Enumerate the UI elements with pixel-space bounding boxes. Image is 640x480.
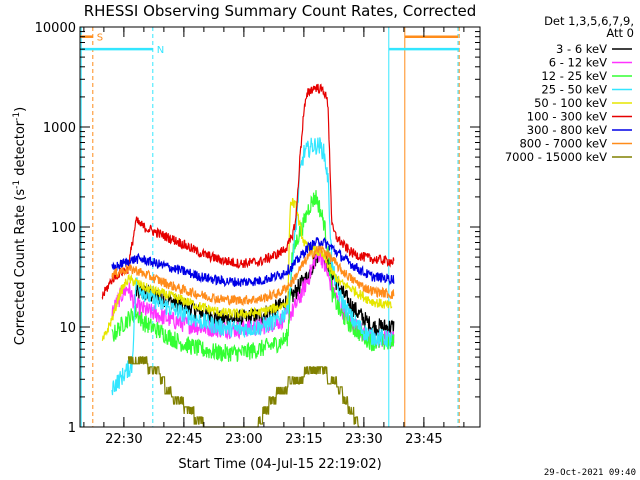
series-line-4 xyxy=(101,197,393,342)
x-tick-label-2: 23:00 xyxy=(225,432,262,447)
legend-header-1: Att 0 xyxy=(606,26,634,40)
y-tick-label-2: 100 xyxy=(51,221,76,236)
x-tick-label-0: 22:30 xyxy=(105,432,142,447)
y-tick-label-1: 10 xyxy=(59,321,76,336)
x-tick-label-3: 23:15 xyxy=(285,432,322,447)
y-tick-label-0: 1 xyxy=(68,421,76,436)
legend-label-6: 300 - 800 keV xyxy=(527,123,607,137)
legend-label-2: 12 - 25 keV xyxy=(541,69,607,83)
series-line-5 xyxy=(101,83,395,301)
legend-label-7: 800 - 7000 keV xyxy=(519,137,607,151)
y-tick-label-3: 1000 xyxy=(43,121,76,136)
legend-label-8: 7000 - 15000 keV xyxy=(505,150,607,164)
series-line-0 xyxy=(135,244,395,336)
legend-label-5: 100 - 300 keV xyxy=(527,110,607,124)
legend-header-0: Det 1,3,5,6,7,9, xyxy=(544,14,634,28)
y-axis-label: Corrected Count Rate (s-1 detector-1) xyxy=(12,107,28,345)
chart-title: RHESSI Observing Summary Count Rates, Co… xyxy=(84,2,477,20)
x-tick-label-1: 22:45 xyxy=(165,432,202,447)
x-tick-label-4: 23:30 xyxy=(345,432,382,447)
series-line-6 xyxy=(111,236,395,288)
y-axis-label-sup1: -1 xyxy=(12,180,22,189)
timestamp: 29-Oct-2021 09:40 xyxy=(544,468,636,478)
y-tick-label-4: 10000 xyxy=(35,21,76,36)
marker-s-label: S xyxy=(97,33,103,44)
marker-n-label: N xyxy=(157,45,164,56)
legend-label-4: 50 - 100 keV xyxy=(534,96,607,110)
series-line-3 xyxy=(111,137,393,396)
y-axis-label-main: Corrected Count Rate (s xyxy=(13,189,28,346)
y-axis-ticks: 1 10 100 1000 10000 xyxy=(35,21,480,436)
y-axis-label-tail: detector xyxy=(13,120,28,180)
series-line-7 xyxy=(111,245,395,307)
legend-label-0: 3 - 6 keV xyxy=(556,42,607,56)
legend-label-3: 25 - 50 keV xyxy=(541,83,607,97)
x-axis-label: Start Time (04-Jul-15 22:19:02) xyxy=(178,457,381,472)
x-axis-ticks: 22:30 22:45 23:00 23:15 23:30 23:45 xyxy=(83,27,465,447)
y-axis-label-close: ) xyxy=(13,107,28,112)
legend-label-1: 6 - 12 keV xyxy=(549,56,607,70)
x-tick-label-5: 23:45 xyxy=(405,432,442,447)
y-axis-label-sup2: -1 xyxy=(12,112,22,121)
